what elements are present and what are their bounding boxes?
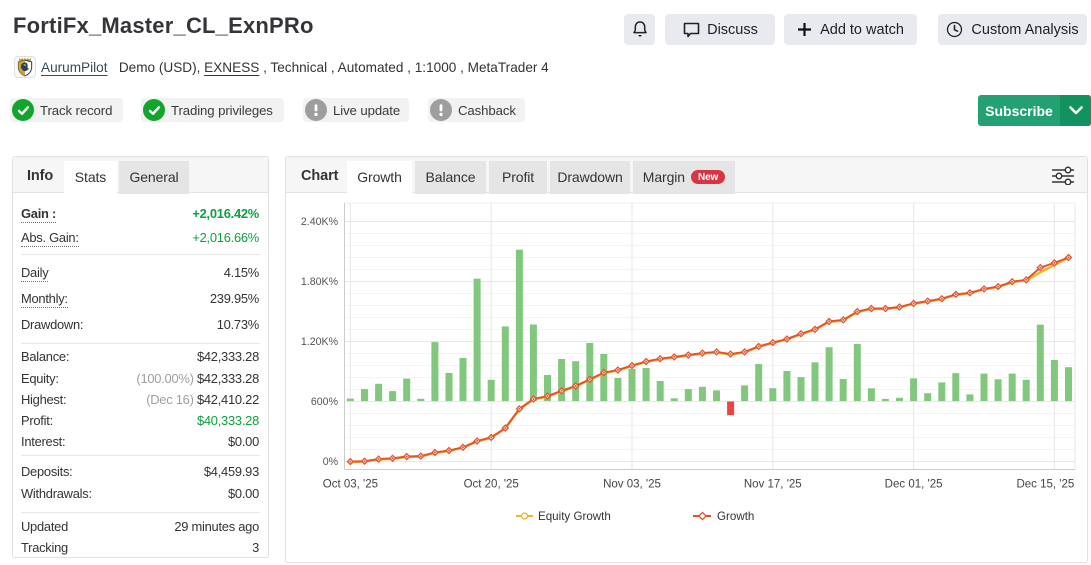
svg-text:Oct 20, '25: Oct 20, '25 (464, 479, 519, 491)
svg-text:Nov 03, '25: Nov 03, '25 (603, 479, 661, 491)
svg-text:Dec 01, '25: Dec 01, '25 (885, 479, 943, 491)
svg-text:1.80K%: 1.80K% (301, 276, 339, 288)
svg-text:1.20K%: 1.20K% (301, 336, 339, 348)
svg-text:Oct 03, '25: Oct 03, '25 (323, 479, 378, 491)
svg-text:2.40K%: 2.40K% (301, 216, 339, 228)
svg-text:Nov 17, '25: Nov 17, '25 (744, 479, 802, 491)
svg-text:Growth: Growth (717, 510, 754, 523)
svg-text:0%: 0% (323, 456, 339, 468)
svg-text:Dec 15, '25: Dec 15, '25 (1016, 479, 1074, 491)
svg-text:600%: 600% (311, 396, 339, 408)
svg-text:Equity Growth: Equity Growth (538, 510, 611, 523)
